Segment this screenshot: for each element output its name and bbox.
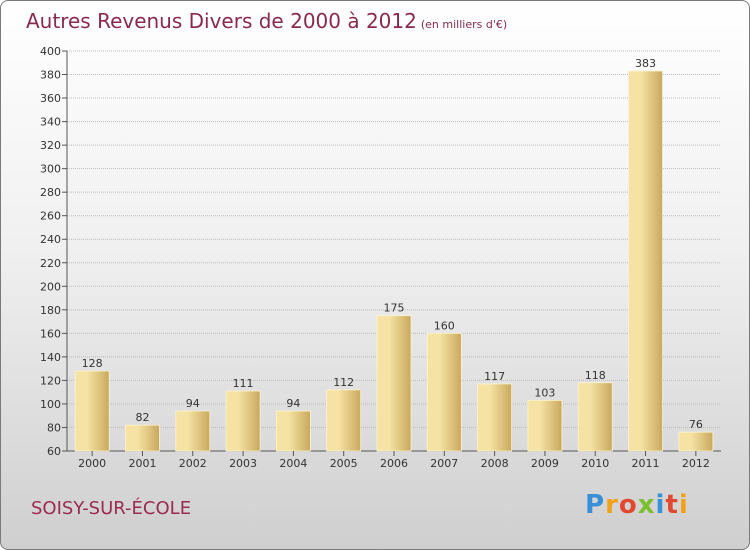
x-tick-label-2012: 2012 xyxy=(682,457,710,470)
x-tick-label-2006: 2006 xyxy=(380,457,408,470)
bar-2004 xyxy=(275,410,311,452)
bar-2000 xyxy=(74,370,110,452)
y-tick-label: 200 xyxy=(40,280,61,293)
chart-subtitle: (en milliers d'€) xyxy=(420,18,508,31)
bar-2008 xyxy=(477,383,513,452)
y-tick-label: 360 xyxy=(40,92,61,105)
logo-letter-5: t xyxy=(665,490,679,520)
logo-letter-4: i xyxy=(655,490,666,520)
bar-2010 xyxy=(577,382,613,452)
y-tick-label: 140 xyxy=(40,351,61,364)
y-tick-label: 400 xyxy=(40,45,61,58)
logo-letter-3: x xyxy=(637,490,656,520)
y-tick-label: 220 xyxy=(40,257,61,270)
bar-2006 xyxy=(376,315,412,452)
y-tick-label: 280 xyxy=(40,186,61,199)
x-tick-label-2009: 2009 xyxy=(531,457,559,470)
chart-title-text: Autres Revenus Divers de 2000 à 2012 xyxy=(26,9,417,33)
y-tick-label: 180 xyxy=(40,304,61,317)
x-tick-label-2004: 2004 xyxy=(279,457,307,470)
value-label-2002: 94 xyxy=(186,397,200,410)
x-tick-label-2007: 2007 xyxy=(430,457,458,470)
bar-2011 xyxy=(628,70,663,452)
city-name: SOISY-SUR-ÉCOLE xyxy=(31,498,192,519)
value-label-2000: 128 xyxy=(82,357,103,370)
x-tick-label-2011: 2011 xyxy=(632,457,660,470)
x-tick-label-2001: 2001 xyxy=(128,457,156,470)
x-tick-label-2008: 2008 xyxy=(481,457,509,470)
y-tick-label: 300 xyxy=(40,163,61,176)
logo-letter-6: i xyxy=(678,490,689,520)
value-label-2009: 103 xyxy=(534,386,555,399)
bar-2005 xyxy=(326,389,362,452)
x-tick-label-2003: 2003 xyxy=(229,457,257,470)
y-tick-label: 60 xyxy=(47,445,61,458)
bar-2002 xyxy=(175,410,211,452)
x-tick-label-2002: 2002 xyxy=(179,457,207,470)
proxiti-logo: Proxiti xyxy=(585,490,689,520)
logo-letter-2: o xyxy=(618,490,638,520)
bar-2012 xyxy=(678,431,714,452)
value-label-2005: 112 xyxy=(333,376,354,389)
value-label-2001: 82 xyxy=(135,411,149,424)
bar-2007 xyxy=(426,332,462,452)
value-label-2012: 76 xyxy=(689,418,703,431)
x-tick-label-2000: 2000 xyxy=(78,457,106,470)
value-label-2010: 118 xyxy=(585,369,606,382)
value-label-2008: 117 xyxy=(484,370,505,383)
x-tick-label-2010: 2010 xyxy=(581,457,609,470)
y-tick-label: 380 xyxy=(40,69,61,82)
value-label-2011: 383 xyxy=(635,57,656,70)
y-tick-label: 80 xyxy=(47,421,61,434)
value-label-2003: 111 xyxy=(233,377,254,390)
logo-letter-1: r xyxy=(605,490,619,520)
logo-letter-0: P xyxy=(585,490,606,520)
bar-2003 xyxy=(225,390,261,452)
value-label-2004: 94 xyxy=(286,397,300,410)
y-tick-label: 160 xyxy=(40,327,61,340)
y-tick-label: 340 xyxy=(40,116,61,129)
value-label-2007: 160 xyxy=(434,319,455,332)
y-tick-label: 320 xyxy=(40,139,61,152)
x-tick-label-2005: 2005 xyxy=(330,457,358,470)
value-label-2006: 175 xyxy=(384,302,405,315)
y-tick-label: 120 xyxy=(40,374,61,387)
bar-2001 xyxy=(125,424,160,452)
chart-title: Autres Revenus Divers de 2000 à 2012 (en … xyxy=(26,9,507,33)
bar-2009 xyxy=(527,400,563,452)
y-tick-label: 100 xyxy=(40,398,61,411)
y-tick-label: 260 xyxy=(40,210,61,223)
y-tick-label: 240 xyxy=(40,233,61,246)
